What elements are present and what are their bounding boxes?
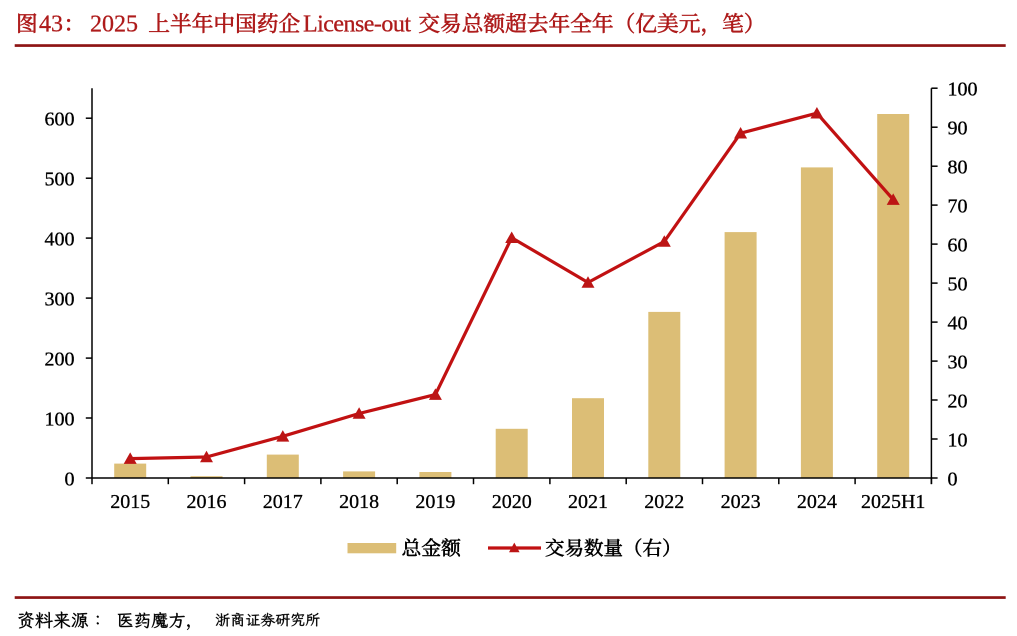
svg-text:2020: 2020 xyxy=(492,491,532,513)
svg-text:300: 300 xyxy=(45,288,75,310)
svg-text:30: 30 xyxy=(948,351,968,373)
svg-text:0: 0 xyxy=(65,468,75,490)
svg-text:2024: 2024 xyxy=(797,491,837,513)
svg-text:80: 80 xyxy=(948,157,968,179)
svg-text:20: 20 xyxy=(948,390,968,412)
svg-text:2025: 2025 xyxy=(90,11,138,37)
svg-text:License-out: License-out xyxy=(303,11,411,37)
svg-text:2025H1: 2025H1 xyxy=(861,491,925,513)
svg-text:40: 40 xyxy=(948,312,968,334)
svg-text:2023: 2023 xyxy=(721,491,761,513)
svg-text:60: 60 xyxy=(948,234,968,256)
svg-text:500: 500 xyxy=(45,169,75,191)
svg-text:100: 100 xyxy=(45,408,75,430)
svg-text:90: 90 xyxy=(948,118,968,140)
svg-text:2019: 2019 xyxy=(415,491,455,513)
svg-text:2021: 2021 xyxy=(568,491,608,513)
svg-text:400: 400 xyxy=(45,228,75,250)
svg-text:600: 600 xyxy=(45,109,75,131)
svg-text:2018: 2018 xyxy=(339,491,379,513)
svg-text:2016: 2016 xyxy=(187,491,227,513)
svg-text:0: 0 xyxy=(948,468,958,490)
svg-text:10: 10 xyxy=(948,429,968,451)
svg-text:100: 100 xyxy=(948,79,978,101)
svg-text:200: 200 xyxy=(45,348,75,370)
svg-text:2022: 2022 xyxy=(644,491,684,513)
svg-text:70: 70 xyxy=(948,195,968,217)
svg-text:50: 50 xyxy=(948,273,968,295)
svg-text:2017: 2017 xyxy=(263,491,303,513)
svg-text:2015: 2015 xyxy=(110,491,150,513)
svg-text:43: 43 xyxy=(39,11,63,37)
